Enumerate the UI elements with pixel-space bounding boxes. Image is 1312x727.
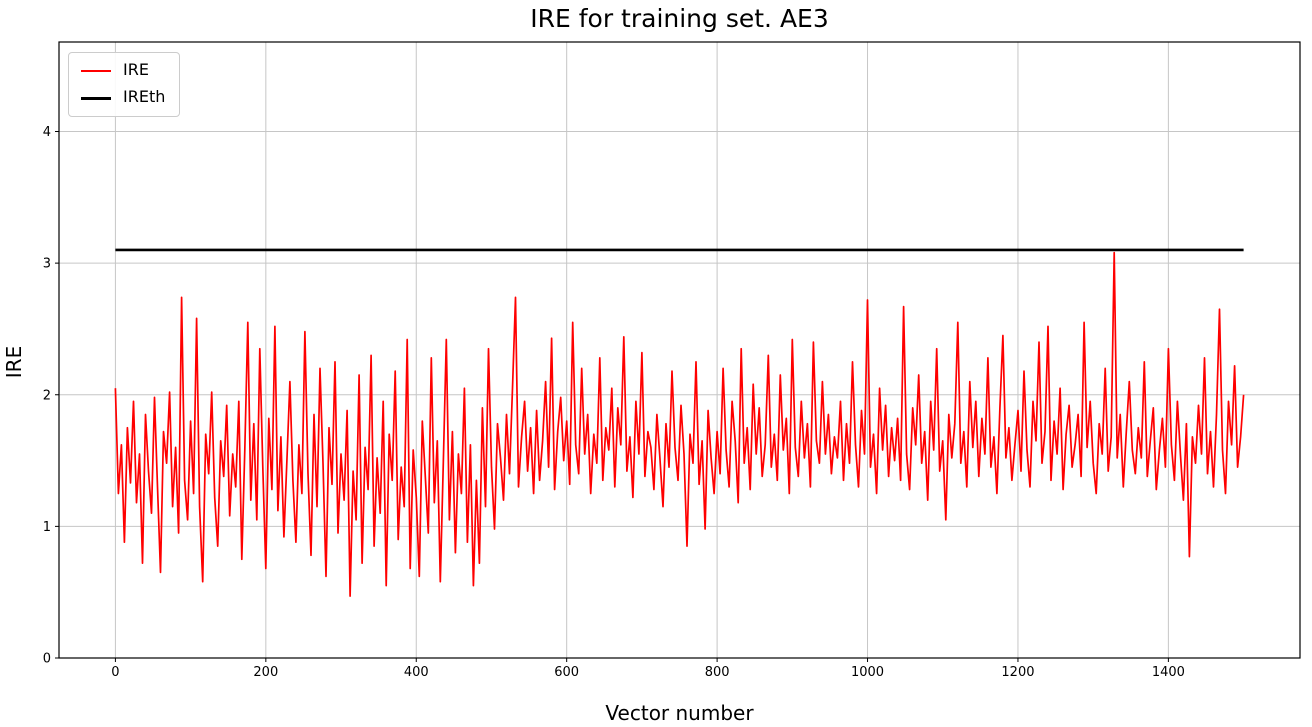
svg-text:400: 400 — [404, 665, 429, 680]
svg-text:4: 4 — [43, 125, 51, 140]
svg-text:200: 200 — [253, 665, 278, 680]
svg-text:1200: 1200 — [1001, 665, 1034, 680]
svg-text:0: 0 — [111, 665, 119, 680]
y-axis-label: IRE — [2, 345, 26, 379]
svg-text:2: 2 — [43, 388, 51, 403]
svg-text:800: 800 — [705, 665, 730, 680]
svg-text:1000: 1000 — [851, 665, 884, 680]
ire-line-swatch-icon — [81, 70, 111, 72]
legend-entry-ire: IRE — [81, 62, 165, 80]
svg-text:1400: 1400 — [1152, 665, 1185, 680]
legend-label-ireth: IREth — [123, 87, 166, 106]
x-axis-label: Vector number — [605, 701, 754, 725]
legend-entry-ireth: IREth — [81, 89, 165, 107]
svg-text:3: 3 — [43, 257, 51, 272]
chart-title: IRE for training set. AE3 — [530, 4, 829, 33]
ireth-line-swatch-icon — [81, 96, 111, 100]
legend: IRE IREth — [68, 52, 181, 117]
svg-text:600: 600 — [554, 665, 579, 680]
svg-text:1: 1 — [43, 520, 51, 535]
legend-label-ire: IRE — [123, 60, 149, 79]
svg-text:0: 0 — [43, 652, 51, 667]
